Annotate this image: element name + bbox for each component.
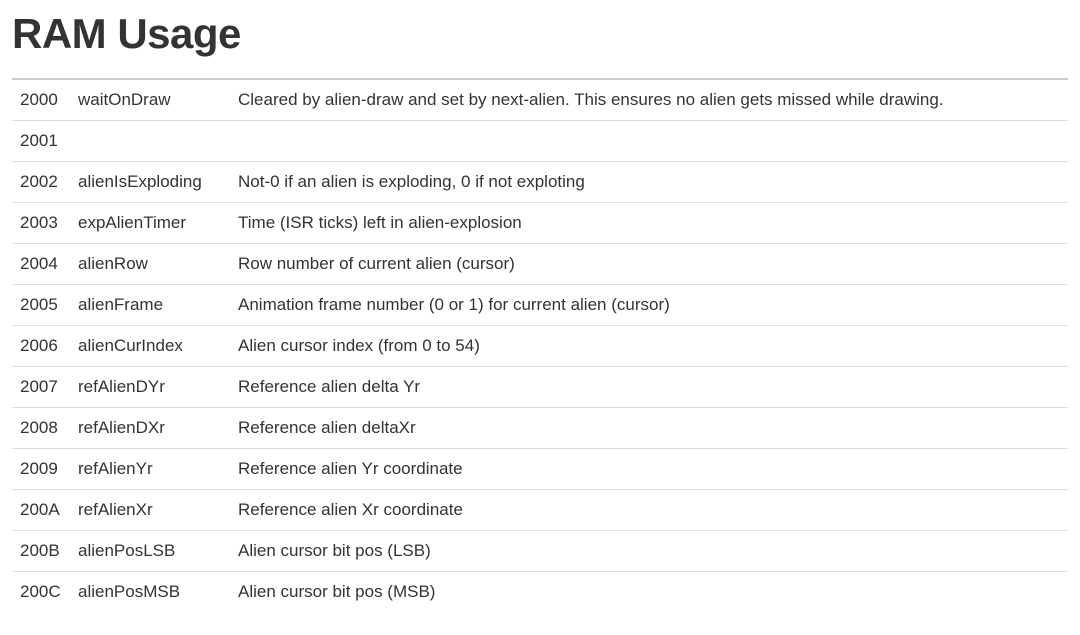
table-row: 2001 xyxy=(12,121,1068,162)
cell-desc: Reference alien Xr coordinate xyxy=(230,490,1068,531)
table-row: 200B alienPosLSB Alien cursor bit pos (L… xyxy=(12,531,1068,572)
cell-name: alienPosMSB xyxy=(70,572,230,613)
cell-name: refAlienYr xyxy=(70,449,230,490)
cell-addr: 2002 xyxy=(12,162,70,203)
table-row: 2008 refAlienDXr Reference alien deltaXr xyxy=(12,408,1068,449)
cell-desc: Time (ISR ticks) left in alien-explosion xyxy=(230,203,1068,244)
cell-name: refAlienDXr xyxy=(70,408,230,449)
cell-desc: Not-0 if an alien is exploding, 0 if not… xyxy=(230,162,1068,203)
cell-name: expAlienTimer xyxy=(70,203,230,244)
cell-addr: 2001 xyxy=(12,121,70,162)
cell-desc: Row number of current alien (cursor) xyxy=(230,244,1068,285)
cell-name: refAlienDYr xyxy=(70,367,230,408)
cell-desc: Alien cursor bit pos (LSB) xyxy=(230,531,1068,572)
cell-desc: Alien cursor index (from 0 to 54) xyxy=(230,326,1068,367)
cell-addr: 2006 xyxy=(12,326,70,367)
cell-addr: 2008 xyxy=(12,408,70,449)
cell-desc: Alien cursor bit pos (MSB) xyxy=(230,572,1068,613)
cell-name: alienRow xyxy=(70,244,230,285)
table-row: 200C alienPosMSB Alien cursor bit pos (M… xyxy=(12,572,1068,613)
cell-desc: Reference alien Yr coordinate xyxy=(230,449,1068,490)
cell-name: waitOnDraw xyxy=(70,79,230,121)
table-row: 2004 alienRow Row number of current alie… xyxy=(12,244,1068,285)
table-row: 2006 alienCurIndex Alien cursor index (f… xyxy=(12,326,1068,367)
cell-addr: 2007 xyxy=(12,367,70,408)
cell-name xyxy=(70,121,230,162)
table-row: 200A refAlienXr Reference alien Xr coord… xyxy=(12,490,1068,531)
cell-name: alienFrame xyxy=(70,285,230,326)
cell-name: alienIsExploding xyxy=(70,162,230,203)
cell-addr: 2003 xyxy=(12,203,70,244)
cell-addr: 200A xyxy=(12,490,70,531)
table-row: 2009 refAlienYr Reference alien Yr coord… xyxy=(12,449,1068,490)
table-row: 2000 waitOnDraw Cleared by alien-draw an… xyxy=(12,79,1068,121)
cell-desc xyxy=(230,121,1068,162)
table-body: 2000 waitOnDraw Cleared by alien-draw an… xyxy=(12,79,1068,612)
cell-addr: 200C xyxy=(12,572,70,613)
cell-addr: 2004 xyxy=(12,244,70,285)
cell-addr: 2005 xyxy=(12,285,70,326)
cell-desc: Reference alien delta Yr xyxy=(230,367,1068,408)
ram-usage-table: 2000 waitOnDraw Cleared by alien-draw an… xyxy=(12,78,1068,612)
cell-addr: 2009 xyxy=(12,449,70,490)
table-row: 2002 alienIsExploding Not-0 if an alien … xyxy=(12,162,1068,203)
cell-name: alienPosLSB xyxy=(70,531,230,572)
cell-addr: 2000 xyxy=(12,79,70,121)
cell-desc: Animation frame number (0 or 1) for curr… xyxy=(230,285,1068,326)
table-row: 2007 refAlienDYr Reference alien delta Y… xyxy=(12,367,1068,408)
cell-desc: Cleared by alien-draw and set by next-al… xyxy=(230,79,1068,121)
page-title: RAM Usage xyxy=(12,10,1068,58)
table-row: 2003 expAlienTimer Time (ISR ticks) left… xyxy=(12,203,1068,244)
cell-desc: Reference alien deltaXr xyxy=(230,408,1068,449)
cell-addr: 200B xyxy=(12,531,70,572)
cell-name: alienCurIndex xyxy=(70,326,230,367)
cell-name: refAlienXr xyxy=(70,490,230,531)
table-row: 2005 alienFrame Animation frame number (… xyxy=(12,285,1068,326)
